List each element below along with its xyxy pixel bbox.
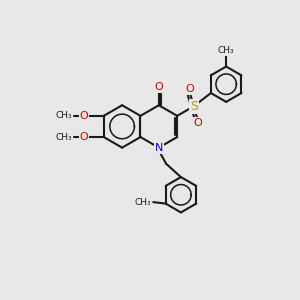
Text: O: O	[80, 132, 88, 142]
Text: O: O	[80, 111, 88, 121]
Text: O: O	[193, 118, 202, 128]
Text: S: S	[190, 100, 198, 113]
Text: CH₃: CH₃	[134, 198, 151, 207]
Text: N: N	[154, 142, 163, 153]
Text: CH₃: CH₃	[218, 46, 235, 55]
Text: O: O	[154, 82, 163, 92]
Text: CH₃: CH₃	[56, 111, 73, 120]
Text: O: O	[186, 85, 195, 94]
Text: CH₃: CH₃	[56, 133, 73, 142]
